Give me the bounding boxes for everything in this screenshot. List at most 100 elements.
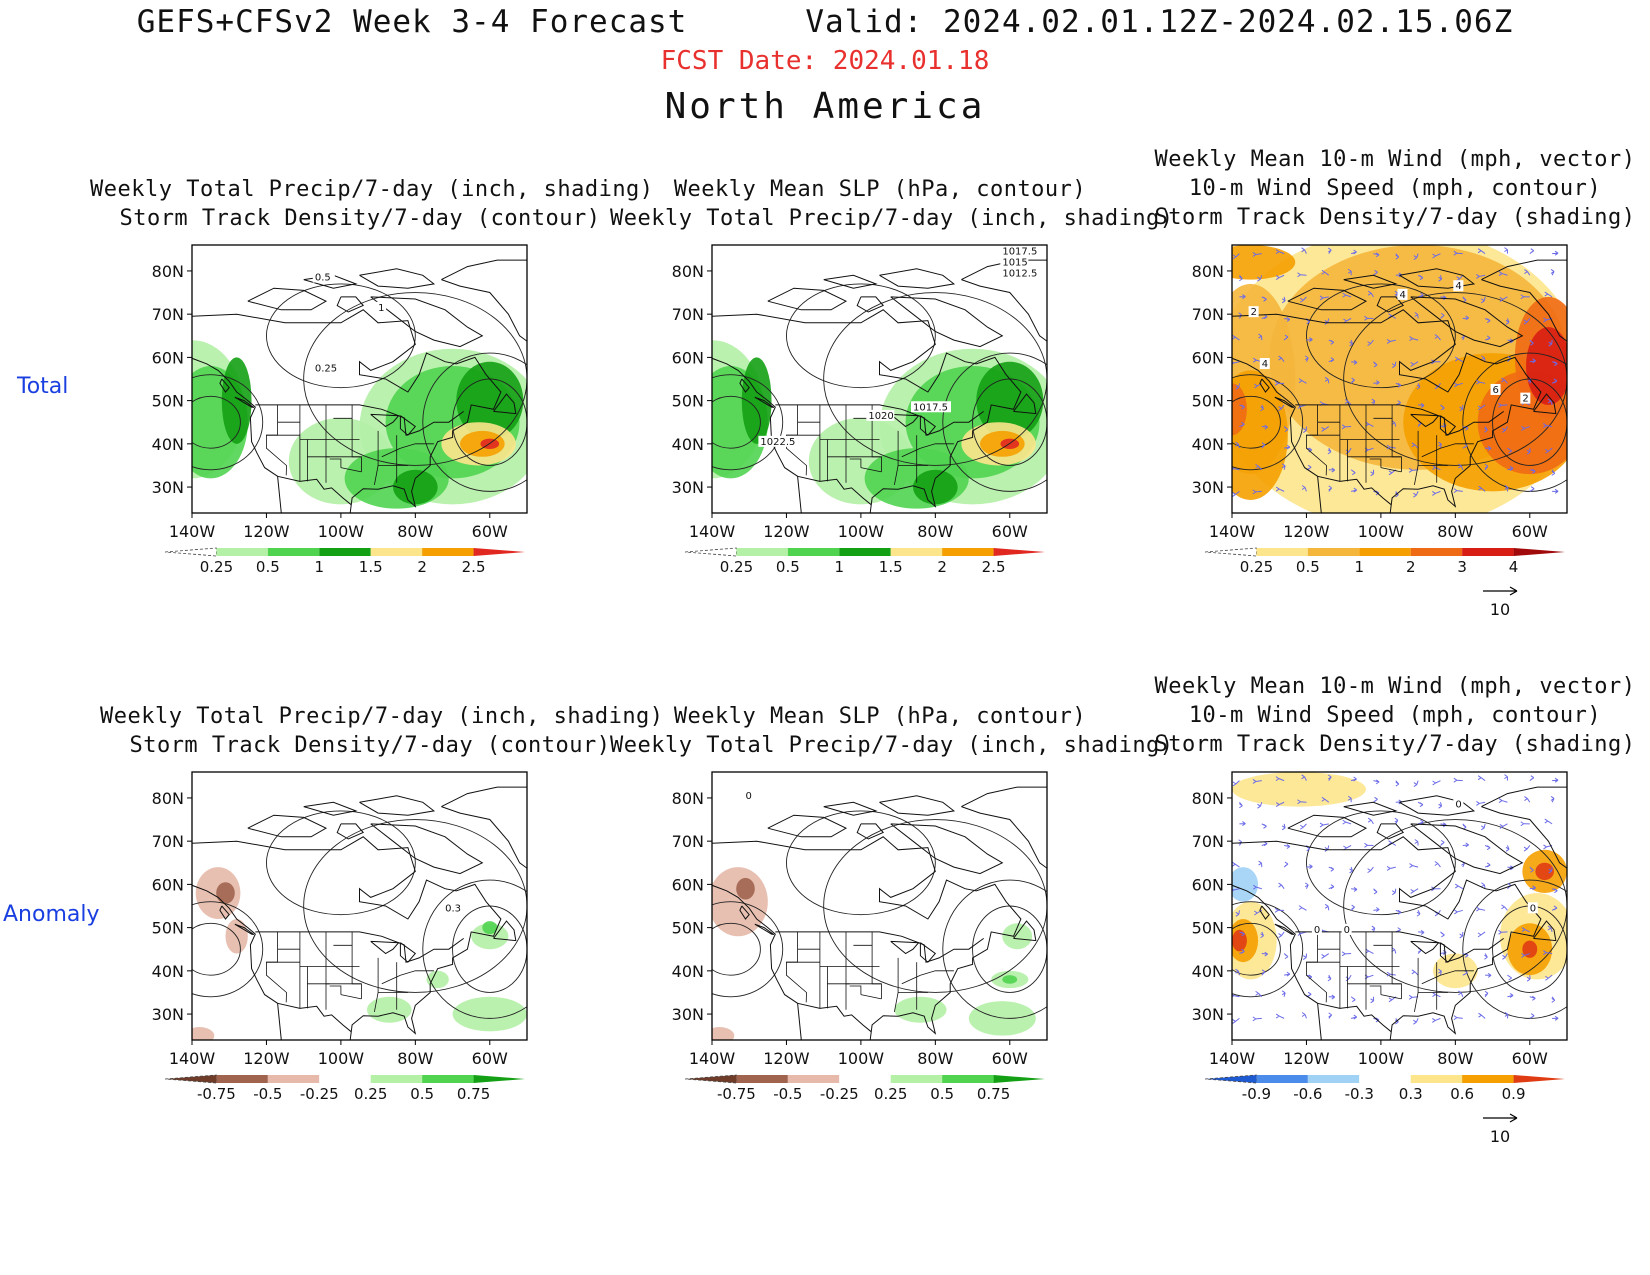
island-outline (234, 396, 255, 408)
us-canada-border (1295, 404, 1504, 436)
wind-vector (1275, 486, 1285, 492)
lat-tick-label: 30N (152, 1005, 184, 1024)
wind-vector (1505, 318, 1510, 325)
colorbar-label: 1 (835, 558, 845, 576)
wind-vector (1306, 864, 1313, 869)
panel-title-anom-precip: Weekly Total Precip/7-day (inch, shading… (100, 704, 664, 758)
shading-region (976, 361, 1044, 440)
wind-vector (1438, 968, 1442, 976)
contour-label: 4 (1400, 290, 1406, 301)
colorbar-swatch (942, 548, 994, 556)
wind-vector (1328, 467, 1336, 473)
contour-line (785, 283, 936, 389)
wind-vector (1349, 866, 1354, 874)
lat-tick-label: 40N (672, 962, 704, 981)
wind-vector (1548, 867, 1553, 874)
contour-label-bg (443, 902, 466, 914)
lat-tick-label: 40N (1192, 435, 1224, 454)
colorbar-end-low (1204, 1074, 1257, 1084)
wind-vector (1410, 361, 1419, 367)
vector-key: 10 (1483, 1113, 1518, 1146)
island-outline (493, 920, 517, 942)
state-border (1369, 985, 1382, 995)
wind-vector (1477, 775, 1486, 782)
wind-vector (1454, 909, 1463, 915)
wind-vector (1529, 358, 1536, 364)
lake-outline (399, 415, 417, 436)
state-borders (1306, 404, 1474, 485)
wind-vector (1551, 469, 1556, 476)
colorbar-label: 0.6 (1450, 1085, 1474, 1103)
lon-tick-label: 120W (1283, 1049, 1330, 1068)
wind-vector (1232, 780, 1240, 787)
wind-vector (1306, 337, 1313, 342)
row-label-total: Total (17, 374, 69, 399)
west-coastline (1232, 884, 1322, 1040)
state-border (901, 447, 921, 458)
wind-vector (1252, 1016, 1262, 1022)
wind-vector (1484, 862, 1491, 868)
state-borders (1306, 931, 1474, 1012)
contour-label-bg (1248, 306, 1259, 318)
wind-vector (1485, 445, 1492, 451)
colorbar-label: 0.9 (1502, 1085, 1526, 1103)
wind-vector (1526, 975, 1531, 982)
shading-region (1002, 923, 1033, 950)
island-outline (359, 268, 436, 289)
lake-outline (890, 413, 920, 428)
model-title: GEFS+CFSv2 Week 3-4 Forecast (136, 4, 688, 40)
colorbar-label: 0.25 (1240, 558, 1273, 576)
wind-vector (1550, 269, 1555, 276)
lon-tick-label: 80W (397, 1049, 433, 1068)
state-border (266, 404, 287, 476)
contour-label-bg (1341, 923, 1352, 935)
wind-vector (1507, 992, 1514, 998)
island-outline (890, 823, 1004, 875)
vector-key-label: 10 (1490, 1127, 1510, 1146)
wind-vector (1347, 268, 1352, 276)
state-border (786, 931, 807, 1003)
contour-line (192, 901, 264, 998)
contour-line (1305, 283, 1456, 389)
wind-vector (1476, 379, 1486, 385)
contour-label: 6 (1493, 385, 1499, 396)
wind-vector (1319, 822, 1329, 828)
wind-vector (1274, 907, 1285, 913)
wind-vector (1257, 802, 1263, 809)
state-border (1421, 974, 1441, 985)
wind-vector (1529, 866, 1534, 873)
wind-vector (1498, 929, 1508, 935)
wind-vector (1350, 776, 1357, 782)
wind-vector (1342, 819, 1352, 825)
lat-tick-label: 50N (672, 919, 704, 938)
shading-region (1232, 245, 1296, 280)
wind-vector (1521, 953, 1530, 958)
colorbar-end-low (164, 1074, 217, 1084)
wind-vector (1239, 274, 1243, 282)
colorbar-swatch (1359, 548, 1411, 556)
wind-vector (1239, 294, 1246, 300)
island-outline (1533, 393, 1557, 415)
greenland-outline (441, 786, 527, 885)
contour-line (1305, 810, 1456, 916)
wind-vector (1349, 339, 1354, 347)
wind-vector (1478, 1012, 1486, 1019)
lat-tick-label: 40N (152, 962, 184, 981)
wind-vector (1507, 974, 1512, 981)
wind-vector (1239, 801, 1243, 809)
lat-tick-label: 80N (1192, 262, 1224, 281)
wind-vector (1341, 424, 1352, 430)
wind-vector (1544, 291, 1553, 298)
contour-lines (192, 810, 527, 1019)
lake-outline (1439, 415, 1457, 436)
wind-vector (1411, 442, 1419, 449)
colorbar-swatch (216, 1075, 268, 1083)
us-canada-border (1295, 931, 1504, 963)
wind-vector (1257, 275, 1263, 282)
west-coastline (712, 884, 802, 1040)
lon-tick-label: 100W (838, 1049, 885, 1068)
wind-vector (1498, 271, 1508, 276)
wind-vector (1261, 296, 1267, 302)
state-border (860, 467, 882, 473)
wind-vector (1350, 469, 1356, 476)
